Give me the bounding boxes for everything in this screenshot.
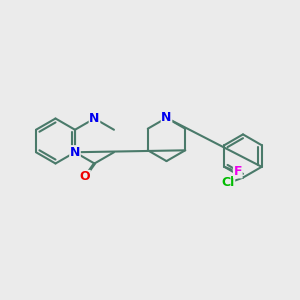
Text: N: N <box>70 146 80 159</box>
Text: F: F <box>233 165 242 178</box>
Text: N: N <box>89 112 100 125</box>
Text: Cl: Cl <box>221 176 235 189</box>
Text: N: N <box>161 111 172 124</box>
Text: O: O <box>80 170 90 184</box>
